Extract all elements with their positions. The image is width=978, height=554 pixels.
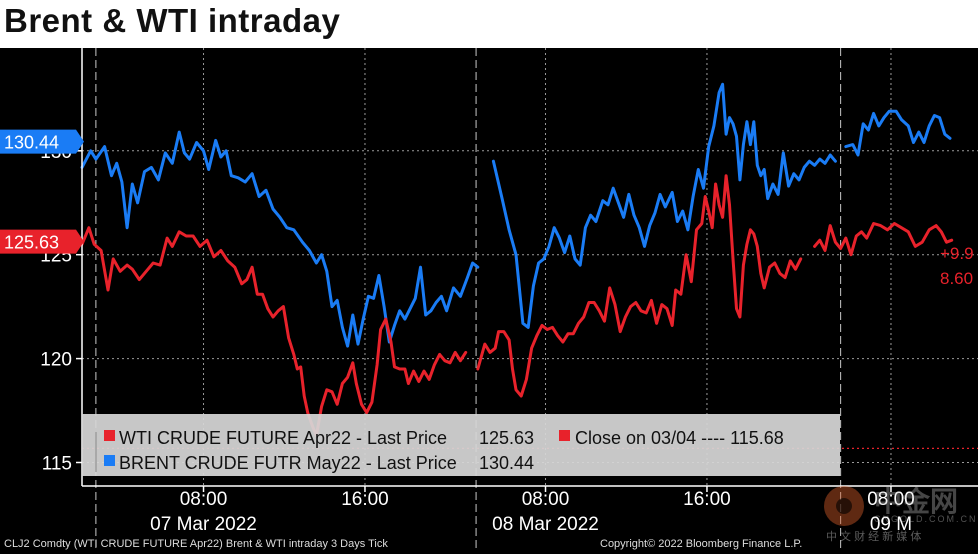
footer-left: CLJ2 Comdty (WTI CRUDE FUTURE Apr22) Bre… <box>4 538 388 550</box>
title-bar: Brent & WTI intraday <box>0 0 978 48</box>
brent-line-segment <box>80 130 480 348</box>
chart-title: Brent & WTI intraday <box>4 2 341 39</box>
x-tick-label-time: 16:00 <box>341 489 389 510</box>
x-tick-label-date: 08 Mar 2022 <box>492 514 599 535</box>
wti-legend-swatch <box>104 430 115 441</box>
wti-legend-label: WTI CRUDE FUTURE Apr22 - Last Price <box>119 428 447 448</box>
brent-legend-swatch <box>104 455 115 466</box>
x-tick-label-date: 07 Mar 2022 <box>150 514 257 535</box>
wti-last-price-label: 125.63 <box>4 233 59 253</box>
brent-line-segment <box>844 109 952 157</box>
brent-legend-value: 130.44 <box>479 453 534 473</box>
legend-box <box>82 414 840 476</box>
close-legend-label: Close on 03/04 ---- 115.68 <box>575 428 784 448</box>
y-tick-label: 115 <box>42 454 72 475</box>
x-tick-label-time: 08:00 <box>867 489 915 510</box>
watermark: 中金网 CNGOLD.COM.CN <box>820 480 978 540</box>
change-label-1: +9.9 <box>940 244 974 263</box>
x-tick-label-date: 09 M <box>870 514 912 535</box>
watermark-logo-icon <box>824 486 864 526</box>
price-callouts: 130.44 125.63 +9.9 8.60 <box>0 129 974 288</box>
wti-line-segment <box>80 226 468 437</box>
watermark-tag: 中 文 财 经 新 媒 体 <box>826 531 922 543</box>
wti-legend-value: 125.63 <box>479 428 534 448</box>
wti-last-price-tag <box>0 229 84 254</box>
close-legend-swatch <box>559 430 570 441</box>
watermark-sub: CNGOLD.COM.CN <box>874 514 978 524</box>
x-tick-label-time: 08:00 <box>180 489 228 510</box>
footer-right: Copyright© 2022 Bloomberg Finance L.P. <box>600 538 803 550</box>
legend: WTI CRUDE FUTURE Apr22 - Last Price 125.… <box>82 414 840 476</box>
x-tick-label-time: 16:00 <box>683 489 731 510</box>
brent-legend-label: BRENT CRUDE FUTR May22 - Last Price <box>119 453 457 473</box>
x-tick-label-time: 08:00 <box>522 489 570 510</box>
wti-line-segment <box>813 222 954 257</box>
series-lines <box>80 82 954 437</box>
change-label-2: 8.60 <box>940 269 973 288</box>
brent-last-price-label: 130.44 <box>4 133 59 153</box>
brent-line-segment <box>491 82 837 329</box>
brent-last-price-tag <box>0 129 84 154</box>
y-tick-label: 120 <box>40 350 72 371</box>
watermark-main: 中金网 <box>874 485 959 518</box>
wti-line-segment <box>476 174 803 398</box>
